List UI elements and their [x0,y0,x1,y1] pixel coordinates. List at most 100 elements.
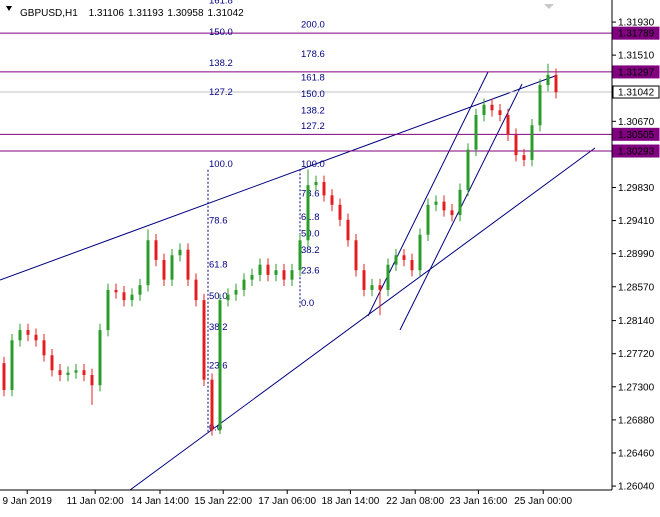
fibo-level-label: 78.6 [301,189,320,200]
fibo-level-label: 0.0 [209,423,222,434]
fibo-level-label: 138.2 [209,58,233,69]
y-tick-label: 1.27300 [618,382,655,393]
candle-body [202,300,206,380]
candle-body [338,204,342,220]
candle-body [42,340,46,356]
candle-body [210,379,214,431]
header-value: 1.31106 [89,8,125,19]
price-label: 1.30505 [618,130,655,141]
candle-body [418,234,422,271]
candle-body [522,155,526,160]
price-label: 1.31042 [618,88,655,99]
fibo-level-label: 127.2 [209,87,233,98]
candle-body [226,294,230,301]
y-tick-label: 1.26460 [618,448,655,459]
candle-body [354,240,358,271]
candle-body [450,210,454,216]
candle-body [346,219,350,241]
y-tick-label: 1.27720 [618,349,655,360]
candle-body [10,340,14,390]
candle-body [434,201,438,205]
candle-body [490,104,494,111]
candle-body [242,279,246,290]
candle-body [458,189,462,216]
price-label-box [612,65,660,79]
x-tick-label: 9 Jan 2019 [2,496,52,507]
candle-body [106,289,110,331]
fibo-level-label: 50.0 [209,291,228,302]
candle-body [98,330,102,386]
candle-body [442,201,446,211]
candle-body [122,292,126,301]
candle-body [498,110,502,116]
y-tick-label: 1.28140 [618,316,655,327]
candle-body [426,204,430,235]
candle-body [58,370,62,375]
candle-body [362,270,366,290]
y-tick-label: 1.28990 [618,249,655,260]
candle-body [314,181,318,186]
candle-body [370,285,374,290]
header-value: 1.30958 [167,8,204,19]
candle-body [530,125,534,160]
x-tick-label: 25 Jan 00:00 [514,496,572,507]
candle-body [266,264,270,275]
x-tick-label: 23 Jan 16:00 [449,496,507,507]
candle-body [474,115,478,150]
candle-body [26,330,30,335]
candle-body [482,104,486,116]
fibo-level-label: 23.6 [301,265,320,276]
y-tick-label: 1.31930 [618,18,655,29]
trend-line [129,147,596,490]
symbol-icon [6,6,12,11]
candle-body [506,115,510,135]
fibo-level-label: 178.6 [301,49,325,60]
price-label: 1.30293 [618,147,655,158]
header-value: 1.31193 [128,8,164,19]
candle-body [410,259,414,271]
fibo-level-label: 78.6 [209,215,228,226]
fibo-level-label: 50.0 [301,229,320,240]
candle-body [186,249,190,280]
y-tick-label: 1.28570 [618,282,655,293]
candle-body [514,134,518,156]
fibo-level-label: 127.2 [301,121,325,132]
candle-body [538,85,542,126]
candle-body [138,285,142,295]
y-tick-label: 1.29830 [618,183,655,194]
fibo-level-label: 161.8 [209,0,233,7]
fibo-level-label: 61.8 [209,260,228,271]
candle-body [554,74,558,93]
candle-body [114,289,118,293]
price-label-box [612,26,660,40]
candle-body [50,355,54,371]
candle-body [402,255,406,260]
price-label-box [612,144,660,158]
candle-body [2,363,6,390]
fibo-level-label: 150.0 [301,89,325,100]
fibo-level-label: 138.2 [301,106,325,117]
x-tick-label: 11 Jan 02:00 [67,496,125,507]
y-tick-label: 1.29410 [618,216,655,227]
price-label-box [612,85,660,99]
fibo-level-label: 23.6 [209,360,228,371]
fibo-level-label: 38.2 [301,245,320,256]
candle-body [34,334,38,341]
symbol: GBPUSD,H1 [20,8,78,19]
candle-body [250,274,254,280]
candle-body [306,185,310,241]
candle-body [386,264,390,290]
candle-body [18,330,22,341]
candle-body [66,372,70,375]
y-tick-label: 1.30670 [618,117,655,128]
chart-header: GBPUSD,H1 1.31106 1.31193 1.30958 1.31042 [20,8,244,19]
price-label: 1.31789 [618,29,655,40]
candle-body [546,74,550,86]
header-value: 1.31042 [208,8,245,19]
candle-body [466,149,470,190]
plot-area: 0.0 23.6 38.2 50.0 61.8 78.6 100.0 127.2 138.2 15… [0,0,612,490]
candle-body [154,240,158,260]
candle-body [330,195,334,205]
